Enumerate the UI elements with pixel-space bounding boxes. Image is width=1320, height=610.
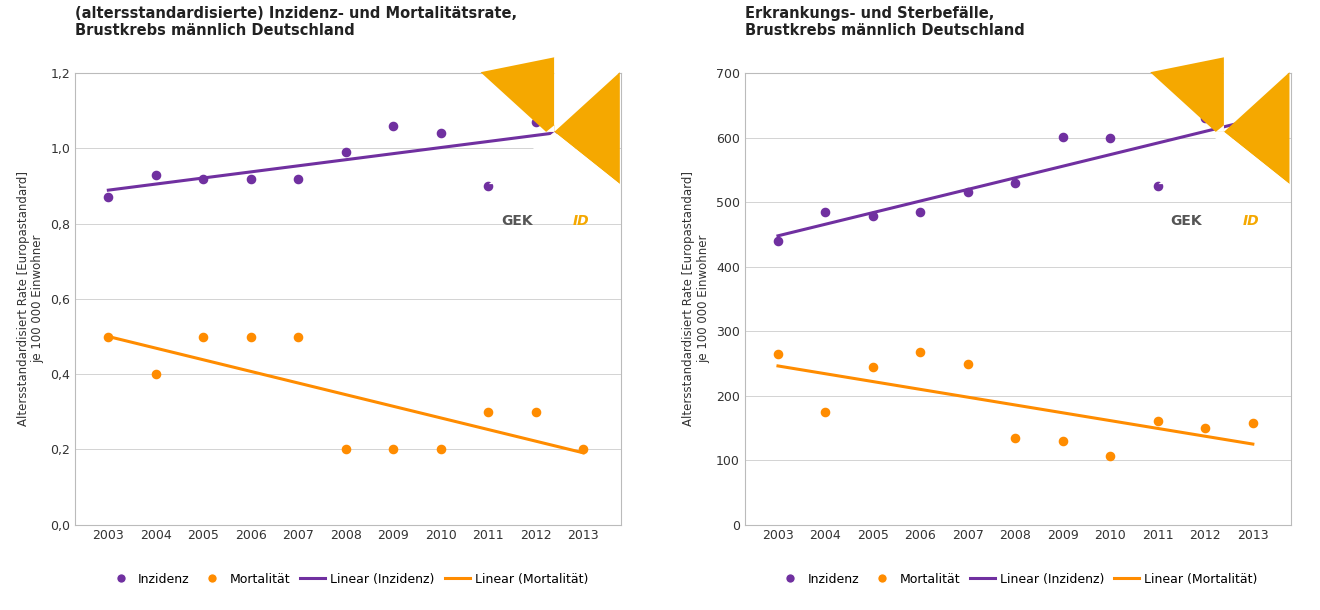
Text: Erkrankungs- und Sterbefälle,
Brustkrebs männlich Deutschland: Erkrankungs- und Sterbefälle, Brustkrebs…	[744, 5, 1024, 38]
Point	[478, 181, 499, 191]
Point	[1242, 418, 1263, 428]
Point	[240, 332, 261, 342]
Point	[573, 125, 594, 135]
Point	[1100, 133, 1121, 143]
Point	[862, 362, 883, 372]
Point	[862, 211, 883, 221]
Point	[573, 445, 594, 454]
Point	[145, 170, 166, 179]
Point	[193, 332, 214, 342]
Point	[814, 207, 836, 217]
Point	[335, 445, 356, 454]
Point	[525, 407, 546, 417]
Text: (altersstandardisierte) Inzidenz- und Mortalitätsrate,
Brustkrebs männlich Deuts: (altersstandardisierte) Inzidenz- und Mo…	[75, 5, 517, 38]
Point	[430, 129, 451, 138]
Point	[288, 332, 309, 342]
Point	[193, 174, 214, 184]
Point	[1195, 113, 1216, 123]
Point	[957, 188, 978, 198]
Point	[1005, 178, 1026, 188]
Point	[909, 347, 931, 357]
Point	[1052, 132, 1073, 142]
Point	[145, 369, 166, 379]
Point	[1147, 181, 1168, 191]
Point	[98, 332, 119, 342]
Point	[288, 174, 309, 184]
Point	[909, 207, 931, 217]
Point	[240, 174, 261, 184]
Point	[98, 192, 119, 202]
Y-axis label: Altersstandardisiert Rate [Europastandard]
je 100 000 Einwohner: Altersstandardisiert Rate [Europastandar…	[17, 171, 45, 426]
Legend: Inzidenz, Mortalität, Linear (Inzidenz), Linear (Mortalität): Inzidenz, Mortalität, Linear (Inzidenz),…	[103, 567, 593, 590]
Point	[430, 445, 451, 454]
Legend: Inzidenz, Mortalität, Linear (Inzidenz), Linear (Mortalität): Inzidenz, Mortalität, Linear (Inzidenz),…	[772, 567, 1263, 590]
Point	[383, 445, 404, 454]
Point	[814, 407, 836, 417]
Point	[1242, 115, 1263, 124]
Point	[335, 147, 356, 157]
Point	[957, 359, 978, 369]
Point	[1005, 432, 1026, 442]
Point	[1147, 417, 1168, 426]
Y-axis label: Altersstandardisiert Rate [Europastandard]
je 100 000 Einwohner: Altersstandardisiert Rate [Europastandar…	[682, 171, 710, 426]
Point	[1100, 451, 1121, 461]
Point	[1195, 423, 1216, 432]
Point	[478, 407, 499, 417]
Point	[1052, 436, 1073, 446]
Point	[383, 121, 404, 131]
Point	[767, 349, 788, 359]
Point	[525, 117, 546, 127]
Point	[767, 236, 788, 246]
